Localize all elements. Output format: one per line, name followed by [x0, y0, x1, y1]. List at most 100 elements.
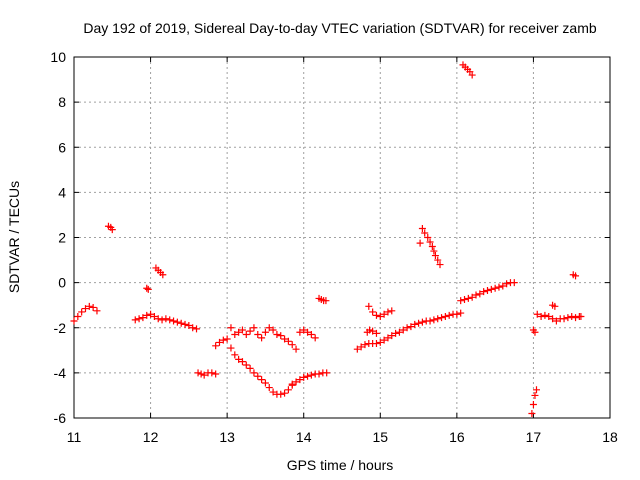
data-point: [131, 316, 139, 324]
y-tick-label: 4: [58, 184, 66, 200]
data-point: [376, 338, 384, 346]
data-point: [395, 328, 403, 336]
data-point: [388, 307, 396, 315]
data-point: [453, 310, 461, 318]
data-segment: [131, 310, 201, 333]
axis-ticks: 11 12 13 14 15 16 17 18 -6 -4 -2 0 2 4 6 8 10: [50, 49, 618, 445]
data-point: [568, 312, 576, 320]
y-tick-label: 8: [58, 94, 66, 110]
data-point: [361, 341, 369, 349]
data-point: [273, 331, 281, 339]
data-point: [577, 312, 585, 320]
x-tick-label: 12: [143, 429, 159, 445]
data-point: [250, 369, 258, 377]
data-point: [445, 311, 453, 319]
data-point: [487, 285, 495, 293]
data-point: [322, 297, 330, 305]
data-point: [212, 370, 220, 378]
data-point: [219, 336, 227, 344]
y-tick-label: 2: [58, 230, 66, 246]
data-point: [254, 372, 262, 380]
data-point: [551, 302, 559, 310]
data-point: [441, 312, 449, 320]
data-point: [315, 370, 323, 378]
data-point: [483, 287, 491, 295]
data-point: [143, 311, 151, 319]
data-point: [231, 351, 239, 359]
data-point: [284, 337, 292, 345]
data-point: [428, 243, 436, 251]
data-point: [426, 317, 434, 325]
data-point: [185, 321, 193, 329]
y-axis-label: SDTVAR / TECUs: [6, 181, 22, 293]
y-tick-label: -2: [54, 320, 67, 336]
data-segment: [70, 302, 101, 325]
data-point: [407, 323, 415, 331]
data-point: [281, 389, 289, 397]
data-point: [480, 288, 488, 296]
data-point: [353, 345, 361, 353]
data-segment: [152, 264, 167, 279]
data-point: [411, 320, 419, 328]
data-point: [552, 317, 560, 325]
data-point: [560, 315, 568, 323]
data-point: [254, 331, 262, 339]
data-point: [369, 327, 377, 335]
data-point: [434, 256, 442, 264]
data-point: [531, 328, 539, 336]
data-point: [438, 314, 446, 322]
data-point: [212, 342, 220, 350]
data-point: [258, 334, 266, 342]
data-point: [436, 261, 444, 269]
chart-title: Day 192 of 2019, Sidereal Day-to-day VTE…: [83, 20, 596, 36]
data-point: [288, 341, 296, 349]
data-point: [468, 293, 476, 301]
data-point: [430, 247, 438, 255]
data-point: [296, 376, 304, 384]
data-point: [311, 334, 319, 342]
data-point: [464, 294, 472, 302]
data-point: [384, 308, 392, 316]
data-point: [78, 308, 86, 316]
data-point: [369, 308, 377, 316]
x-tick-label: 18: [602, 429, 618, 445]
data-point: [416, 239, 424, 247]
data-point: [181, 320, 189, 328]
data-point: [541, 311, 549, 319]
data-point: [300, 373, 308, 381]
data-segment: [296, 326, 319, 342]
data-point: [415, 319, 423, 327]
data-point: [193, 325, 201, 333]
data-point: [499, 282, 507, 290]
data-point: [418, 224, 426, 232]
data-segment: [457, 279, 518, 305]
data-segment: [212, 335, 296, 398]
data-segment: [459, 61, 476, 79]
data-point: [572, 314, 580, 322]
data-point: [529, 400, 537, 408]
data-point: [510, 279, 518, 287]
data-point: [150, 312, 158, 320]
data-point: [468, 71, 476, 79]
data-point: [424, 234, 432, 241]
data-point: [265, 324, 273, 332]
data-point: [421, 229, 429, 237]
data-point: [284, 386, 292, 394]
data-point: [235, 355, 243, 363]
data-point: [476, 290, 484, 298]
data-point: [166, 316, 174, 324]
data-point: [431, 252, 439, 260]
data-point: [434, 315, 442, 323]
data-segment: [529, 326, 539, 336]
y-tick-label: -4: [54, 365, 67, 381]
data-segment: [528, 386, 540, 417]
data-point: [531, 391, 539, 399]
data-segment: [143, 284, 152, 293]
data-point: [200, 371, 208, 379]
data-point: [532, 386, 540, 394]
data-point: [139, 314, 147, 322]
data-point: [307, 331, 315, 339]
data-point: [472, 291, 480, 299]
data-point: [572, 272, 580, 280]
